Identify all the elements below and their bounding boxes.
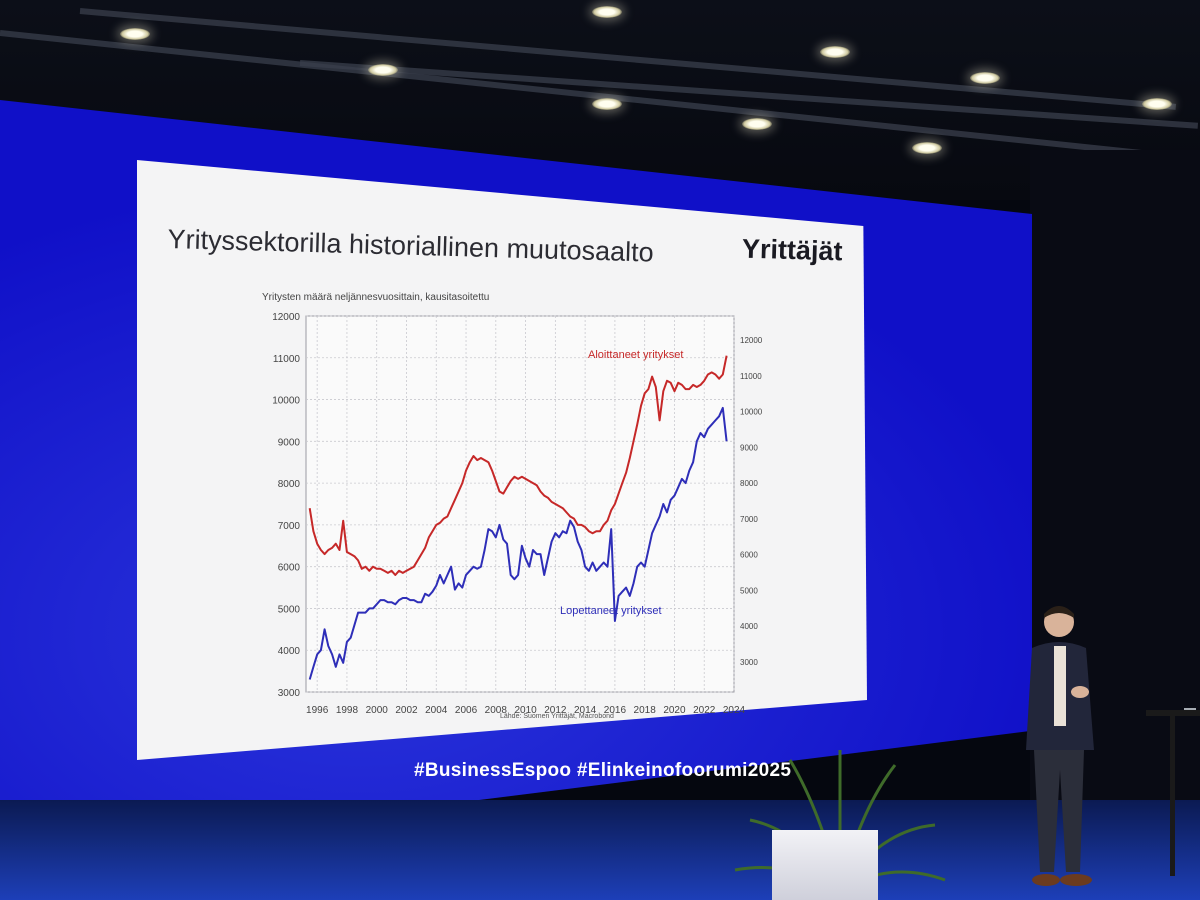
series-line-closed: [308, 406, 728, 680]
stage-light: [368, 64, 398, 76]
chart-source: Lähde: Suomen Yrittäjät, Macrobond: [500, 713, 614, 720]
series-label-started: Aloittaneet yritykset: [588, 349, 683, 361]
stage-light: [742, 118, 772, 130]
y-right-tick-label: 4000: [740, 622, 758, 631]
y-right-tick-label: 8000: [740, 479, 758, 488]
x-tick-label: 2020: [663, 705, 686, 716]
x-tick-label: 2010: [514, 705, 537, 716]
event-hashtags: #BusinessEspoo #Elinkeinofoorumi2025: [414, 760, 792, 781]
y-right-tick-label: 10000: [740, 408, 763, 417]
stage-light: [1142, 98, 1172, 110]
y-left-tick-label: 11000: [273, 354, 301, 365]
stage-light: [820, 46, 850, 58]
x-tick-label: 2008: [485, 705, 508, 716]
stage-light: [970, 72, 1000, 84]
y-right-tick-label: 7000: [740, 515, 758, 524]
y-left-tick-label: 5000: [278, 604, 301, 615]
x-tick-label: 1996: [306, 705, 329, 716]
x-tick-label: 2002: [395, 705, 418, 716]
y-left-tick-label: 12000: [272, 312, 300, 323]
series-line-started: [308, 355, 728, 576]
white-pedestal: [772, 830, 878, 900]
x-tick-label: 2012: [544, 705, 567, 716]
stage-light: [912, 142, 942, 154]
y-left-tick-label: 4000: [278, 646, 301, 657]
tick-labels: 1996 1998 2000 2002 2004 2006 2008 2010 2012 2014…: [272, 312, 763, 716]
y-right-tick-label: 9000: [740, 443, 758, 452]
stage-light: [592, 6, 622, 18]
stage-floor: [0, 800, 1200, 900]
y-right-tick-label: 6000: [740, 551, 758, 560]
side-table: [1146, 708, 1200, 876]
chart-subtitle: Yritysten määrä neljännesvuosittain, kau…: [262, 292, 489, 303]
y-right-tick-label: 3000: [740, 658, 758, 667]
y-left-tick-label: 3000: [278, 688, 301, 699]
y-right-tick-label: 11000: [740, 372, 762, 381]
stage-light: [592, 98, 622, 110]
y-left-tick-label: 10000: [272, 396, 300, 407]
x-tick-label: 2006: [455, 705, 478, 716]
x-tick-label: 2024: [723, 705, 746, 716]
stage-light: [120, 28, 150, 40]
series-label-closed: Lopettaneet yritykset: [560, 605, 662, 617]
x-tick-label: 2018: [634, 705, 657, 716]
y-left-tick-label: 7000: [278, 521, 301, 532]
series-layer: [308, 355, 728, 680]
presenter: [1026, 606, 1094, 886]
x-tick-label: 2004: [425, 705, 448, 716]
y-left-tick-label: 9000: [278, 437, 301, 448]
x-tick-label: 2000: [366, 705, 389, 716]
y-right-tick-label: 12000: [740, 336, 763, 345]
y-left-tick-label: 8000: [278, 479, 301, 490]
y-left-tick-label: 6000: [278, 563, 301, 574]
x-tick-label: 2016: [604, 705, 627, 716]
x-tick-label: 1998: [336, 705, 359, 716]
x-tick-label: 2014: [574, 705, 597, 716]
y-right-tick-label: 5000: [740, 586, 758, 595]
x-tick-label: 2022: [693, 705, 716, 716]
